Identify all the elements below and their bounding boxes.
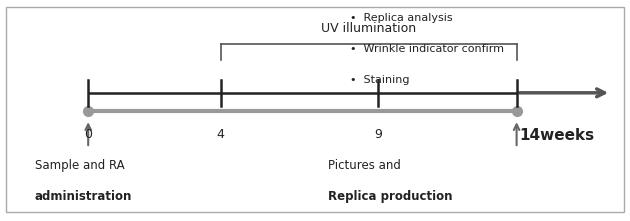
Text: UV illumination: UV illumination xyxy=(321,22,416,35)
Text: •  Wrinkle indicator confirm: • Wrinkle indicator confirm xyxy=(350,44,503,54)
Text: 0: 0 xyxy=(84,128,92,141)
Text: 14weeks: 14weeks xyxy=(520,128,595,143)
Text: administration: administration xyxy=(35,190,132,203)
Text: 4: 4 xyxy=(217,128,224,141)
Text: 9: 9 xyxy=(374,128,382,141)
Text: •  Replica analysis: • Replica analysis xyxy=(350,13,452,23)
Text: •  Staining: • Staining xyxy=(350,74,409,85)
Text: Replica production: Replica production xyxy=(328,190,452,203)
Text: Pictures and: Pictures and xyxy=(328,159,401,172)
Text: Sample and RA: Sample and RA xyxy=(35,159,124,172)
